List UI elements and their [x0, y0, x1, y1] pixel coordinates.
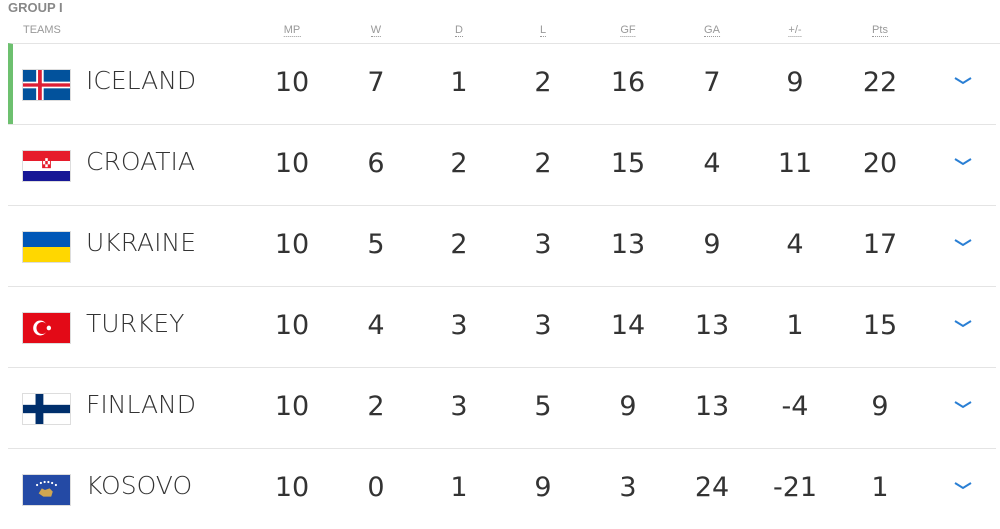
stat-w: 7 [367, 67, 385, 98]
stat-goal-diff: 1 [786, 310, 804, 341]
stat-l: 9 [534, 472, 552, 503]
stat-d: 2 [450, 229, 468, 260]
stat-w: 0 [367, 472, 385, 503]
stat-gf: 3 [619, 472, 637, 503]
team-name[interactable]: ICELAND [86, 66, 197, 95]
stat-ga: 4 [703, 148, 721, 179]
stat-pts: 9 [871, 391, 889, 422]
table-row[interactable]: UKRAINE 10 5 2 3 13 9 4 17 [8, 205, 996, 286]
stat-ga: 9 [703, 229, 721, 260]
stat-ga: 7 [703, 67, 721, 98]
stat-mp: 10 [274, 67, 310, 98]
stat-l: 3 [534, 310, 552, 341]
team-name[interactable]: KOSOVO [86, 471, 193, 500]
stat-gf: 16 [610, 67, 646, 98]
stat-goal-diff: -21 [772, 472, 818, 503]
stat-goal-diff: 11 [777, 148, 813, 179]
chevron-down-icon[interactable] [953, 398, 973, 412]
header-pts[interactable]: Pts [872, 24, 888, 37]
chevron-down-icon[interactable] [953, 74, 973, 88]
croatia-flag [23, 151, 70, 181]
header-teams: TEAMS [23, 24, 61, 36]
stat-pts: 15 [862, 310, 898, 341]
stat-ga: 24 [694, 472, 730, 503]
table-row[interactable]: ICELAND 10 7 1 2 16 7 9 22 [8, 43, 1000, 124]
table-row[interactable]: FINLAND 10 2 3 5 9 13 -4 9 [8, 367, 996, 448]
turkey-flag [23, 313, 70, 343]
stat-pts: 17 [862, 229, 898, 260]
stat-w: 2 [367, 391, 385, 422]
stat-mp: 10 [274, 148, 310, 179]
stat-goal-diff: 9 [786, 67, 804, 98]
stat-pts: 1 [871, 472, 889, 503]
stat-d: 1 [450, 67, 468, 98]
stat-mp: 10 [274, 391, 310, 422]
stat-mp: 10 [274, 472, 310, 503]
stat-d: 3 [450, 391, 468, 422]
header-gf[interactable]: GF [620, 24, 636, 37]
table-row[interactable]: CROATIA 10 6 2 2 15 4 11 20 [8, 124, 996, 205]
stat-w: 6 [367, 148, 385, 179]
team-name[interactable]: UKRAINE [86, 228, 197, 257]
finland-flag [23, 394, 70, 424]
header-w[interactable]: W [370, 24, 382, 37]
stat-pts: 20 [862, 148, 898, 179]
stat-l: 3 [534, 229, 552, 260]
stat-goal-diff: -4 [781, 391, 809, 422]
header-d[interactable]: D [455, 24, 463, 37]
stat-d: 2 [450, 148, 468, 179]
stat-ga: 13 [694, 310, 730, 341]
stat-d: 3 [450, 310, 468, 341]
iceland-flag [23, 70, 70, 100]
table-header: TEAMS MP W D L GF GA +/- Pts [0, 22, 1000, 42]
kosovo-flag [23, 475, 70, 505]
stat-ga: 13 [694, 391, 730, 422]
chevron-down-icon[interactable] [953, 317, 973, 331]
chevron-down-icon[interactable] [953, 236, 973, 250]
table-row[interactable]: KOSOVO 10 0 1 9 3 24 -21 1 [8, 448, 996, 529]
stat-gf: 13 [610, 229, 646, 260]
stat-goal-diff: 4 [786, 229, 804, 260]
ukraine-flag [23, 232, 70, 262]
header-goal-diff[interactable]: +/- [788, 24, 802, 37]
stat-gf: 15 [610, 148, 646, 179]
stat-d: 1 [450, 472, 468, 503]
team-name[interactable]: TURKEY [86, 309, 185, 338]
header-mp[interactable]: MP [283, 24, 301, 37]
team-name[interactable]: CROATIA [86, 147, 195, 176]
stat-l: 5 [534, 391, 552, 422]
stat-gf: 14 [610, 310, 646, 341]
header-ga[interactable]: GA [704, 24, 720, 37]
team-name[interactable]: FINLAND [86, 390, 197, 419]
stat-l: 2 [534, 148, 552, 179]
chevron-down-icon[interactable] [953, 479, 973, 493]
stat-mp: 10 [274, 229, 310, 260]
stat-l: 2 [534, 67, 552, 98]
table-row[interactable]: TURKEY 10 4 3 3 14 13 1 15 [8, 286, 996, 367]
group-title: GROUP I [8, 0, 63, 15]
stat-w: 5 [367, 229, 385, 260]
stat-mp: 10 [274, 310, 310, 341]
stat-gf: 9 [619, 391, 637, 422]
stat-w: 4 [367, 310, 385, 341]
chevron-down-icon[interactable] [953, 155, 973, 169]
stat-pts: 22 [862, 67, 898, 98]
header-l[interactable]: L [539, 24, 547, 37]
